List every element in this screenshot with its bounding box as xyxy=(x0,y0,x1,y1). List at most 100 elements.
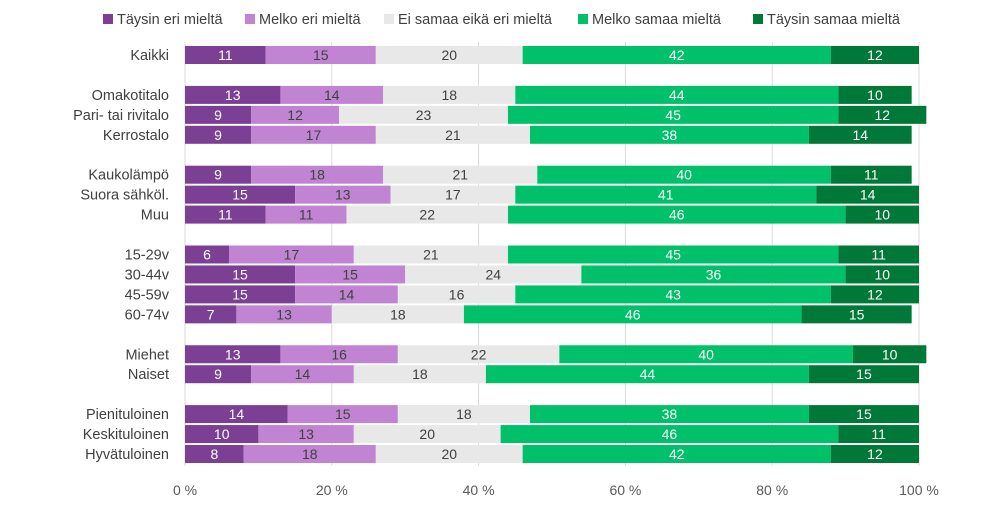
data-label: 16 xyxy=(449,286,465,302)
bar-segment xyxy=(537,165,831,184)
legend: Täysin eri mieltä Melko eri mieltä Ei sama… xyxy=(103,12,901,28)
bar-row: 9 18 21 40 11 xyxy=(185,165,912,184)
data-label: 22 xyxy=(419,207,435,223)
bar-segment xyxy=(265,205,347,224)
bar-segment xyxy=(236,305,332,324)
bar-row: 15 14 16 43 12 xyxy=(185,285,919,304)
bar-segment xyxy=(375,46,523,64)
data-label: 18 xyxy=(390,306,406,322)
data-label: 10 xyxy=(867,87,883,103)
bar-row: 8 18 20 42 12 xyxy=(185,445,919,463)
data-label: 20 xyxy=(419,426,435,442)
bar-segment xyxy=(522,445,831,463)
bar-segment xyxy=(838,245,919,264)
bar-segment xyxy=(529,405,809,424)
data-label: 13 xyxy=(225,346,241,362)
legend-item: Täysin samaa mieltä xyxy=(753,12,901,28)
bar-segment xyxy=(463,305,802,324)
data-label: 15 xyxy=(856,406,872,422)
legend-label: Melko samaa mieltä xyxy=(592,12,722,28)
data-label: 13 xyxy=(276,306,292,322)
bar-segment xyxy=(251,165,384,184)
data-label: 10 xyxy=(214,426,230,442)
legend-label: Täysin samaa mieltä xyxy=(767,12,901,28)
bar-row: 9 17 21 38 14 xyxy=(185,125,912,144)
bar-segment xyxy=(507,245,839,264)
bar-segment xyxy=(397,345,560,364)
bar-segment xyxy=(830,46,919,64)
data-label: 15 xyxy=(232,266,248,282)
bar-segment xyxy=(507,205,846,224)
data-label: 18 xyxy=(441,87,457,103)
data-label: 18 xyxy=(309,167,325,183)
data-label: 21 xyxy=(445,127,461,143)
x-tick-label: 60 % xyxy=(609,482,641,498)
data-label: 9 xyxy=(214,167,222,183)
legend-swatch xyxy=(578,14,588,24)
bar-segment xyxy=(852,345,927,364)
bar-row: 9 14 18 44 15 xyxy=(185,365,919,384)
category-label: 60-74v xyxy=(125,307,170,323)
legend-swatch xyxy=(103,14,113,24)
bar-segment xyxy=(346,205,508,224)
bar-segment xyxy=(295,285,398,304)
x-tick-label: 100 % xyxy=(899,482,939,498)
data-label: 15 xyxy=(232,286,248,302)
bar-segment xyxy=(185,265,296,284)
x-tick-label: 80 % xyxy=(756,482,788,498)
data-label: 21 xyxy=(452,167,468,183)
data-label: 10 xyxy=(875,266,891,282)
data-label: 11 xyxy=(871,426,886,442)
data-label: 18 xyxy=(456,406,472,422)
bar-segment xyxy=(515,85,839,104)
category-label: Keskituloinen xyxy=(83,427,169,443)
bar-segment xyxy=(375,125,530,144)
bar-segment xyxy=(339,105,508,124)
bar-segment xyxy=(353,365,486,384)
bar-segment xyxy=(405,265,582,284)
legend-item: Täysin eri mieltä xyxy=(103,12,223,28)
data-label: 11 xyxy=(871,247,886,263)
bar-segment xyxy=(251,365,354,384)
bar-segment xyxy=(185,105,252,124)
data-label: 15 xyxy=(849,306,865,322)
x-tick-label: 0 % xyxy=(173,482,197,498)
legend-item: Melko eri mieltä xyxy=(245,12,361,28)
bar-segment xyxy=(522,46,831,64)
category-label: Omakotitalo xyxy=(92,88,169,104)
data-label: 12 xyxy=(287,107,303,123)
bar-segment xyxy=(185,165,252,184)
bar-segment xyxy=(185,405,288,424)
bar-segment xyxy=(838,105,927,124)
bar-segment xyxy=(830,445,919,463)
data-label: 10 xyxy=(875,207,891,223)
bar-segment xyxy=(808,365,919,384)
bar-segment xyxy=(185,305,237,324)
data-label: 36 xyxy=(706,266,722,282)
category-label: Naiset xyxy=(128,367,169,383)
data-label: 11 xyxy=(218,207,233,223)
bar-segment xyxy=(816,185,919,204)
category-label: Suora sähköl. xyxy=(80,188,169,204)
bar-row: 7 13 18 46 15 xyxy=(185,305,912,324)
category-label: 45-59v xyxy=(125,287,170,303)
legend-label: Ei samaa eikä eri mieltä xyxy=(398,12,553,28)
data-label: 13 xyxy=(298,426,314,442)
category-label: Kaukolämpö xyxy=(88,168,169,184)
bar-row: 14 15 18 38 15 xyxy=(185,405,919,424)
bar-segment xyxy=(295,265,406,284)
data-label: 11 xyxy=(864,167,879,183)
bar-row: 6 17 21 45 11 xyxy=(185,245,919,264)
bar-segment xyxy=(808,405,919,424)
data-label: 11 xyxy=(218,47,233,63)
bar-segment xyxy=(830,165,912,184)
bar-segment xyxy=(507,105,839,124)
data-label: 40 xyxy=(698,346,714,362)
bar-row: 10 13 20 46 11 xyxy=(185,425,919,444)
x-tick-label: 20 % xyxy=(316,482,348,498)
data-label: 44 xyxy=(640,366,656,382)
bar-segment xyxy=(529,125,809,144)
bar-row: 13 16 22 40 10 xyxy=(185,345,927,364)
legend-swatch xyxy=(245,14,255,24)
data-label: 15 xyxy=(313,47,329,63)
